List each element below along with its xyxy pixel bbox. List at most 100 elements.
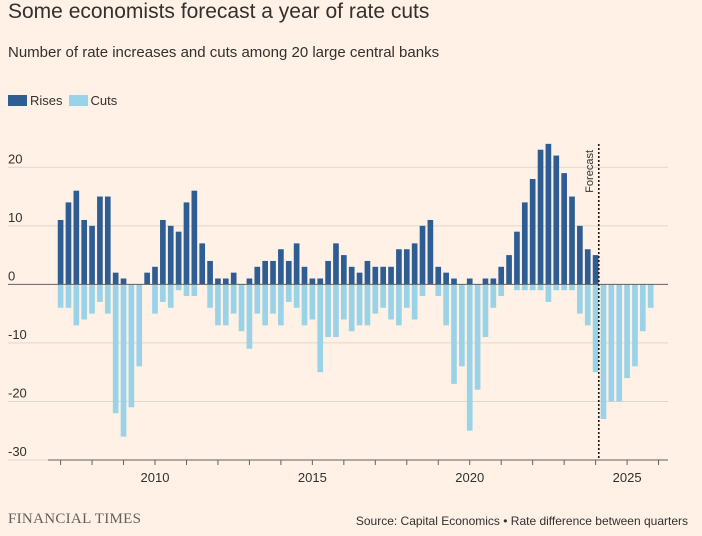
cuts-bar (624, 284, 630, 379)
rises-bar (592, 255, 599, 285)
cuts-bar (230, 284, 237, 314)
rises-bar (396, 249, 402, 285)
cuts-bar (419, 284, 426, 297)
rises-bar (443, 272, 449, 285)
cuts-bar (246, 284, 253, 349)
cuts-bar (309, 284, 316, 320)
cuts-bar (411, 284, 418, 320)
cuts-bar (341, 284, 347, 320)
rises-bar (341, 255, 347, 285)
cuts-bar (521, 284, 528, 291)
cuts-bar (160, 284, 166, 302)
cuts-bar (474, 284, 481, 390)
rises-bar (427, 219, 434, 285)
rises-bar (89, 225, 95, 285)
rises-bar (167, 225, 174, 285)
rises-bar (498, 266, 505, 285)
legend-item-rises: Rises (8, 93, 63, 108)
rises-bar (270, 260, 276, 285)
legend-item-cuts: Cuts (68, 93, 117, 108)
rises-bar (325, 260, 331, 285)
rises-bar (73, 190, 80, 285)
cuts-bar (128, 284, 135, 408)
rises-bar (333, 243, 339, 285)
cuts-bar (278, 284, 284, 326)
cuts-bar (167, 284, 174, 308)
source-note: Source: Capital Economics • Rate differe… (355, 514, 688, 528)
rises-bar (230, 272, 237, 285)
rises-bar (529, 178, 536, 285)
legend-label-rises: Rises (30, 93, 63, 108)
cuts-bar (254, 284, 261, 314)
rises-bar (81, 219, 88, 285)
rises-bar (278, 249, 284, 285)
legend: Rises Cuts (8, 93, 123, 108)
cuts-bar (482, 284, 489, 338)
y-tick-label: 0 (8, 268, 15, 283)
cuts-bar (152, 284, 158, 314)
rises-bar (451, 278, 457, 285)
x-tick-label: 2025 (613, 470, 642, 485)
cuts-bar (459, 284, 465, 367)
y-tick-label: -10 (8, 327, 27, 342)
rises-bar (514, 231, 520, 285)
cuts-bar (490, 284, 497, 308)
cuts-bar (537, 284, 544, 291)
cuts-bar (380, 284, 387, 308)
cuts-bar (498, 284, 505, 297)
rises-bar (553, 155, 560, 285)
rises-bar (411, 243, 418, 285)
rises-bar (183, 202, 190, 285)
rises-bar (262, 260, 268, 285)
x-tick-label: 2020 (455, 470, 484, 485)
cuts-bar (403, 284, 410, 308)
chart-subtitle: Number of rate increases and cuts among … (8, 44, 440, 61)
cuts-bar (301, 284, 308, 326)
rises-bar (57, 219, 64, 285)
chart-title: Some economists forecast a year of rate … (8, 0, 430, 23)
rises-bar (388, 266, 394, 285)
rises-bar (419, 225, 426, 285)
rises-bar (285, 260, 292, 285)
cuts-bar (222, 284, 229, 326)
rises-bar (246, 278, 253, 285)
legend-swatch-cuts (68, 95, 88, 106)
rises-bar (293, 243, 300, 285)
cuts-bar (639, 284, 646, 332)
cuts-bar (616, 284, 623, 402)
cuts-bar (577, 284, 583, 314)
cuts-bar (57, 284, 64, 308)
rises-bar (317, 278, 324, 285)
y-tick-label: -20 (8, 385, 27, 400)
x-tick-label: 2010 (141, 470, 170, 485)
cuts-bar (608, 284, 615, 402)
cuts-bar (435, 284, 442, 297)
rises-bar (435, 266, 442, 285)
forecast-label: Forecast (584, 150, 596, 193)
rises-bar (191, 190, 198, 285)
cuts-bar (632, 284, 638, 367)
cuts-bar (207, 284, 213, 308)
rises-bar (372, 266, 379, 285)
rises-bar (222, 278, 229, 285)
cuts-bar (89, 284, 95, 314)
ft-brand: FINANCIAL TIMES (8, 511, 142, 527)
cuts-bar (270, 284, 276, 314)
rises-bar (175, 231, 182, 285)
cuts-bar (356, 284, 363, 326)
cuts-bar (191, 284, 198, 297)
cuts-bar (569, 284, 575, 291)
rises-bar (120, 278, 127, 285)
cuts-bar (175, 284, 182, 291)
y-tick-label: -30 (8, 444, 27, 459)
cuts-bar (529, 284, 536, 291)
rises-bar (199, 243, 206, 285)
rises-bar (348, 266, 355, 285)
rises-bar (545, 143, 552, 285)
rises-bar (160, 219, 166, 285)
cuts-bar (561, 284, 567, 291)
rises-bar (521, 202, 528, 285)
rises-bar (207, 260, 213, 285)
cuts-bar (514, 284, 520, 291)
cuts-bar (317, 284, 324, 373)
